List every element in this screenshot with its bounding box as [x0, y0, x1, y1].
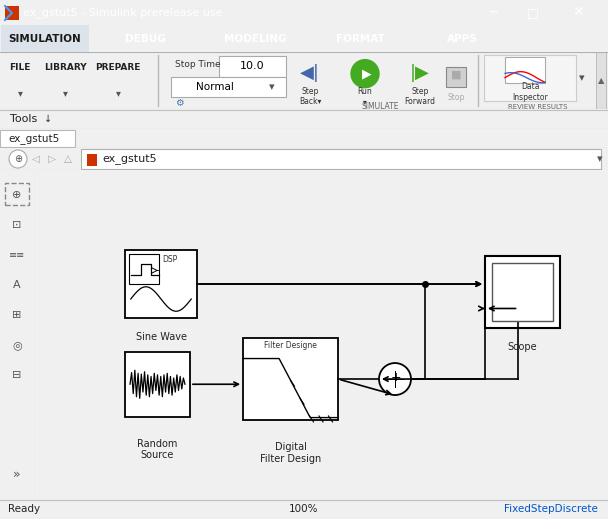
Text: ─: ─ — [489, 6, 497, 19]
Text: Data
Inspector: Data Inspector — [512, 82, 548, 102]
Text: Filter Designe: Filter Designe — [264, 341, 317, 350]
Text: ⊟: ⊟ — [12, 370, 22, 380]
Text: ▾: ▾ — [63, 88, 67, 98]
FancyBboxPatch shape — [484, 55, 576, 101]
FancyBboxPatch shape — [129, 254, 159, 284]
Text: SIMULATE: SIMULATE — [361, 102, 399, 111]
FancyBboxPatch shape — [505, 58, 545, 84]
Text: ↓: ↓ — [44, 114, 52, 124]
Text: Step
Back▾: Step Back▾ — [299, 87, 321, 106]
Text: ▲: ▲ — [598, 76, 604, 85]
Circle shape — [379, 363, 411, 395]
Text: MODELING: MODELING — [224, 34, 286, 44]
Text: □: □ — [527, 6, 539, 19]
Text: SIMULATION: SIMULATION — [9, 34, 81, 44]
Text: PREPARE: PREPARE — [95, 63, 140, 73]
Text: ⊞: ⊞ — [12, 310, 22, 320]
FancyBboxPatch shape — [125, 250, 197, 318]
Text: |▶: |▶ — [410, 64, 430, 82]
Circle shape — [351, 60, 379, 88]
Text: Stop: Stop — [447, 93, 465, 102]
Text: ◁: ◁ — [32, 154, 40, 164]
Text: ▾: ▾ — [597, 154, 603, 164]
FancyBboxPatch shape — [87, 154, 97, 166]
Text: APPS: APPS — [447, 34, 477, 44]
Text: FILE: FILE — [9, 63, 30, 73]
Text: ◎: ◎ — [12, 340, 22, 350]
Text: ex_gstut5: ex_gstut5 — [8, 133, 59, 144]
FancyBboxPatch shape — [446, 67, 466, 87]
Text: REVIEW RESULTS: REVIEW RESULTS — [508, 104, 568, 110]
Text: Digital
Filter Design: Digital Filter Design — [260, 442, 321, 463]
Text: ⊕: ⊕ — [12, 190, 22, 200]
Text: Step
Forward: Step Forward — [404, 87, 435, 106]
Text: ex_gstut5 - Simulink prerelease use: ex_gstut5 - Simulink prerelease use — [23, 7, 223, 18]
Text: ▾: ▾ — [269, 83, 275, 92]
Text: 10.0: 10.0 — [240, 61, 264, 71]
FancyBboxPatch shape — [596, 52, 606, 109]
Text: ⊕: ⊕ — [14, 154, 22, 164]
Text: Stop Time: Stop Time — [175, 60, 221, 69]
Text: △: △ — [64, 154, 72, 164]
FancyBboxPatch shape — [485, 256, 560, 328]
FancyBboxPatch shape — [171, 77, 286, 98]
Text: DEBUG: DEBUG — [125, 34, 165, 44]
Text: ▾: ▾ — [579, 73, 585, 83]
FancyBboxPatch shape — [125, 352, 190, 417]
Text: LIBRARY: LIBRARY — [44, 63, 86, 73]
Text: Scope: Scope — [508, 342, 537, 352]
Text: FORMAT: FORMAT — [336, 34, 384, 44]
Text: DSP: DSP — [162, 255, 178, 264]
Text: 100%: 100% — [289, 504, 319, 514]
Text: ▾: ▾ — [18, 88, 22, 98]
Text: ▶: ▶ — [362, 67, 372, 80]
Text: Run
▾: Run ▾ — [358, 87, 372, 106]
Text: ◀|: ◀| — [300, 64, 320, 82]
Text: ≡≡: ≡≡ — [9, 250, 25, 260]
Text: Tools: Tools — [10, 114, 37, 124]
Text: ▷: ▷ — [48, 154, 56, 164]
FancyBboxPatch shape — [81, 149, 601, 169]
Text: Normal: Normal — [196, 83, 234, 92]
Text: +: + — [391, 371, 401, 384]
Text: »: » — [13, 468, 21, 481]
FancyBboxPatch shape — [5, 6, 19, 20]
Text: Sine Wave: Sine Wave — [136, 332, 187, 342]
Text: ex_gstut5: ex_gstut5 — [102, 154, 157, 165]
Text: ⊡: ⊡ — [12, 220, 22, 230]
FancyBboxPatch shape — [1, 25, 89, 52]
Text: ✕: ✕ — [572, 6, 584, 20]
FancyBboxPatch shape — [492, 263, 553, 321]
Text: Ready: Ready — [8, 504, 40, 514]
Text: ▾: ▾ — [116, 88, 120, 98]
FancyBboxPatch shape — [243, 338, 338, 420]
Text: FixedStepDiscrete: FixedStepDiscrete — [504, 504, 598, 514]
Text: ⚙: ⚙ — [175, 98, 184, 108]
FancyBboxPatch shape — [219, 56, 286, 77]
Text: Random
Source: Random Source — [137, 439, 178, 460]
FancyBboxPatch shape — [0, 130, 75, 147]
Text: A: A — [13, 280, 21, 290]
Circle shape — [9, 150, 27, 168]
Text: ■: ■ — [451, 70, 461, 80]
